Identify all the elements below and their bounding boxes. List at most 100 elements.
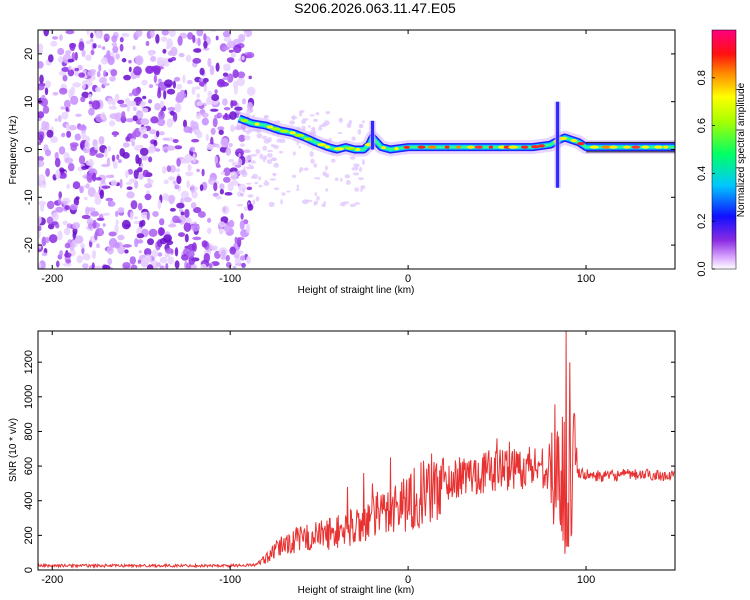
noise-blob [90,49,95,56]
noise-blob [163,148,168,153]
noise-blob [138,250,142,254]
noise-blob [128,178,137,183]
noise-blob [46,200,55,210]
noise-blob [142,133,149,139]
chart-title: S206.2026.063.11.47.E05 [294,0,456,16]
noise-blob [59,34,63,41]
noise-blob [295,188,300,191]
noise-blob [176,158,181,167]
noise-blob [159,256,168,264]
noise-blob [144,193,152,201]
noise-blob [59,250,63,258]
noise-blob [38,200,46,206]
noise-blob [38,215,42,225]
noise-blob [216,145,221,149]
noise-blob [103,82,110,86]
noise-blob [64,242,71,249]
noise-blob [266,159,273,165]
noise-blob [119,103,128,108]
noise-blob [140,144,144,148]
noise-blob [167,106,176,111]
noise-blob [354,202,360,205]
noise-blob [301,199,309,205]
noise-blob [137,167,143,173]
noise-blob [60,106,66,110]
noise-blob [192,236,202,241]
noise-blob [346,180,351,185]
noise-blob [235,125,243,131]
noise-blob [232,69,239,79]
noise-blob [125,136,130,142]
y-tick-label: 0 [23,146,35,152]
noise-blob [91,212,100,217]
noise-blob [220,81,229,87]
noise-blob [57,47,65,56]
noise-blob [246,166,251,170]
noise-blob [240,255,246,261]
noise-blob [360,188,363,192]
noise-blob [215,62,220,72]
y-tick-label: 800 [23,422,35,440]
noise-blob [148,228,158,237]
noise-blob [219,188,224,195]
noise-blob [159,218,165,226]
noise-blob [175,168,181,173]
noise-blob [88,107,95,116]
noise-blob [101,46,106,50]
noise-blob [238,152,241,158]
noise-blob [122,142,130,148]
noise-blob [38,111,45,119]
noise-blob [157,252,163,257]
noise-blob [174,184,180,190]
noise-blob [94,196,102,205]
noise-blob [43,30,49,37]
noise-blob [153,74,158,84]
noise-blob [148,84,154,89]
y-tick-label: 600 [23,457,35,475]
noise-blob [119,178,123,189]
noise-blob [72,222,80,230]
noise-blob [237,71,246,79]
noise-blob [69,203,78,211]
noise-blob [136,233,145,239]
noise-blob [197,37,201,47]
noise-blob [221,205,230,215]
noise-blob [174,260,180,269]
noise-blob [243,30,250,33]
noise-blob [152,211,159,217]
noise-blob [271,157,276,161]
track-hotspot [417,145,426,149]
noise-blob [156,130,160,138]
noise-blob [38,229,41,239]
noise-blob [262,135,268,140]
noise-blob [355,166,359,171]
noise-blob [100,57,108,65]
noise-blob [337,132,343,134]
noise-blob [45,80,51,89]
noise-blob [197,211,206,218]
noise-blob [75,196,80,201]
noise-blob [59,87,68,95]
noise-blob [69,42,77,49]
noise-blob [74,51,78,61]
snr-series-line [38,331,675,569]
noise-blob [99,77,107,84]
noise-blob [62,201,68,205]
noise-blob [188,127,193,134]
noise-blob [65,50,72,55]
noise-blob [357,129,362,135]
noise-blob [321,203,326,207]
noise-blob [196,30,204,37]
snr-frame [37,330,676,571]
noise-blob [200,263,207,269]
x-tick-label: 0 [405,273,411,285]
noise-blob [236,237,245,241]
noise-blob [111,42,118,47]
noise-blob [325,188,329,192]
noise-blob [203,77,209,83]
noise-blob [157,118,166,127]
noise-blob [165,248,174,254]
track-hotspot [654,145,663,149]
noise-blob [263,115,270,118]
